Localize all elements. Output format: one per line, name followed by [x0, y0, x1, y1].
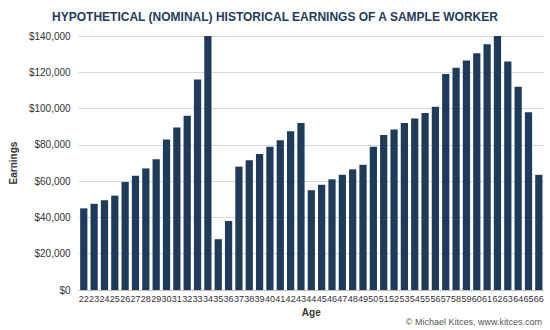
svg-text:29: 29 — [151, 294, 161, 304]
svg-text:$140,000: $140,000 — [29, 31, 71, 42]
svg-text:55: 55 — [420, 294, 430, 304]
svg-text:38: 38 — [244, 294, 254, 304]
svg-text:54: 54 — [410, 294, 420, 304]
svg-text:49: 49 — [358, 294, 368, 304]
svg-text:45: 45 — [317, 294, 327, 304]
svg-text:$40,000: $40,000 — [34, 212, 71, 223]
svg-text:61: 61 — [482, 294, 492, 304]
svg-text:36: 36 — [224, 294, 234, 304]
svg-text:39: 39 — [255, 294, 265, 304]
svg-text:66: 66 — [534, 294, 544, 304]
svg-text:51: 51 — [379, 294, 389, 304]
svg-text:$120,000: $120,000 — [29, 67, 71, 78]
svg-text:59: 59 — [461, 294, 471, 304]
svg-text:46: 46 — [327, 294, 337, 304]
svg-text:© Michael Kitces, www.kitces.c: © Michael Kitces, www.kitces.com — [406, 317, 542, 327]
svg-text:47: 47 — [337, 294, 347, 304]
svg-text:$20,000: $20,000 — [34, 248, 71, 259]
svg-text:65: 65 — [523, 294, 533, 304]
svg-text:63: 63 — [503, 294, 513, 304]
svg-text:$80,000: $80,000 — [34, 139, 71, 150]
svg-text:41: 41 — [275, 294, 285, 304]
svg-text:32: 32 — [182, 294, 192, 304]
svg-text:35: 35 — [213, 294, 223, 304]
svg-text:28: 28 — [141, 294, 151, 304]
svg-text:40: 40 — [265, 294, 275, 304]
svg-text:62: 62 — [492, 294, 502, 304]
svg-text:64: 64 — [513, 294, 523, 304]
svg-text:23: 23 — [89, 294, 99, 304]
svg-text:$100,000: $100,000 — [29, 103, 71, 114]
svg-text:$60,000: $60,000 — [34, 176, 71, 187]
svg-text:56: 56 — [430, 294, 440, 304]
svg-text:43: 43 — [296, 294, 306, 304]
svg-text:44: 44 — [306, 294, 316, 304]
svg-text:Age: Age — [302, 307, 321, 318]
svg-text:$0: $0 — [59, 285, 71, 296]
svg-text:57: 57 — [441, 294, 451, 304]
svg-text:25: 25 — [110, 294, 120, 304]
svg-text:48: 48 — [348, 294, 358, 304]
svg-text:53: 53 — [399, 294, 409, 304]
svg-text:42: 42 — [286, 294, 296, 304]
svg-text:33: 33 — [193, 294, 203, 304]
svg-text:HYPOTHETICAL (NOMINAL) HISTORI: HYPOTHETICAL (NOMINAL) HISTORICAL EARNIN… — [52, 10, 498, 24]
svg-text:34: 34 — [203, 294, 213, 304]
svg-text:37: 37 — [234, 294, 244, 304]
svg-text:27: 27 — [130, 294, 140, 304]
svg-text:24: 24 — [99, 294, 109, 304]
svg-text:58: 58 — [451, 294, 461, 304]
svg-text:31: 31 — [172, 294, 182, 304]
svg-text:22: 22 — [79, 294, 89, 304]
svg-text:52: 52 — [389, 294, 399, 304]
svg-text:60: 60 — [472, 294, 482, 304]
svg-text:50: 50 — [368, 294, 378, 304]
svg-text:30: 30 — [162, 294, 172, 304]
svg-text:Earnings: Earnings — [8, 141, 19, 184]
svg-text:26: 26 — [120, 294, 130, 304]
